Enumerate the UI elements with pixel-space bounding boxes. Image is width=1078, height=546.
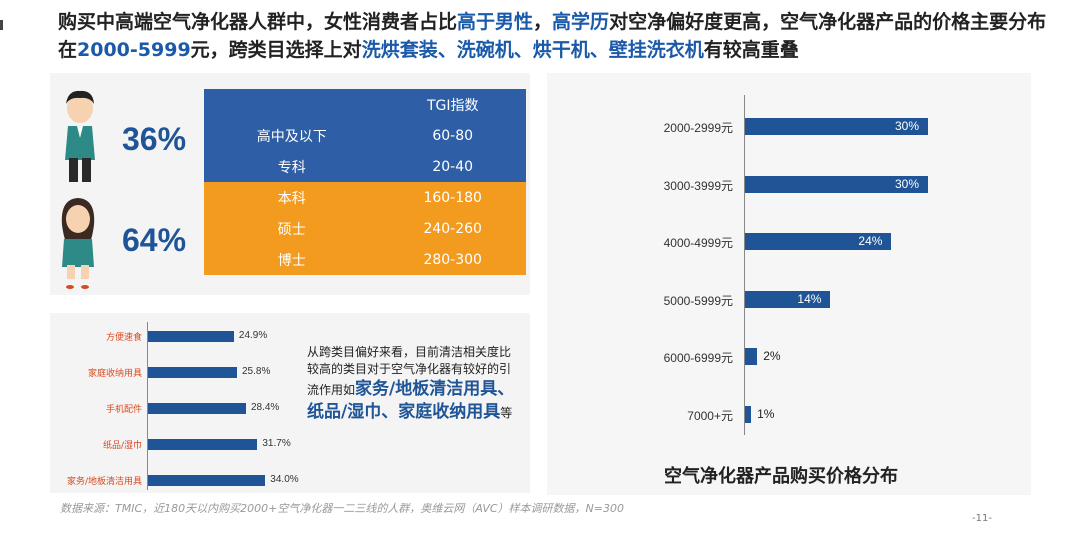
page-title: 购买中高端空气净化器人群中，女性消费者占比高于男性，高学历对空净偏好度更高，空气… bbox=[58, 8, 1058, 64]
price-category-label: 3000-3999元 bbox=[663, 178, 733, 193]
tgi-table: TGI指数 高中及以下 60-80 专科 20-40 本科 160-180 硕士… bbox=[204, 89, 526, 275]
price-bar bbox=[745, 233, 892, 250]
price-bar bbox=[745, 348, 758, 365]
cross-category-note: 从跨类目偏好来看，目前清洁相关度比较高的类目对于空气净化器有较好的引流作用如家务… bbox=[307, 344, 522, 424]
title-part: 有较高重叠 bbox=[703, 39, 799, 61]
cross-category-label: 方便速食 bbox=[105, 333, 142, 343]
title-highlight: 高于男性 bbox=[457, 11, 534, 33]
price-axis bbox=[744, 95, 745, 435]
price-category-label: 5000-5999元 bbox=[663, 293, 733, 308]
title-part: ， bbox=[533, 11, 553, 33]
tgi-row: 本科 160-180 bbox=[204, 182, 526, 213]
price-bar bbox=[745, 405, 752, 423]
cross-category-label: 家务/地板清洁用具 bbox=[66, 477, 142, 487]
price-bar bbox=[745, 118, 928, 135]
tgi-header-row: TGI指数 bbox=[204, 89, 526, 120]
cross-category-value: 34.0% bbox=[270, 474, 299, 485]
title-part: 购买中高端空气净化器人群中，女性消费者占比 bbox=[58, 11, 458, 33]
cross-category-label: 家庭收纳用具 bbox=[87, 369, 142, 379]
price-bar-value: 1% bbox=[757, 406, 775, 421]
cross-category-axis bbox=[147, 322, 148, 490]
tgi-row-value: 160-180 bbox=[379, 182, 526, 213]
price-chart-title: 空气净化器产品购买价格分布 bbox=[664, 466, 898, 487]
cross-category-bar bbox=[148, 475, 266, 486]
cross-category-value: 28.4% bbox=[250, 402, 280, 413]
tgi-row: 专科 20-40 bbox=[204, 151, 526, 182]
tgi-row-value: 240-260 bbox=[379, 213, 526, 244]
cross-category-bar bbox=[148, 403, 246, 414]
cross-category-value: 24.9% bbox=[238, 330, 268, 341]
title-part: 元，跨类目选择上对 bbox=[190, 39, 362, 61]
price-category-label: 7000+元 bbox=[687, 408, 733, 423]
title-highlight: 洗烘套装、洗碗机、烘干机、壁挂洗衣机 bbox=[361, 39, 704, 61]
cross-category-bar bbox=[148, 331, 234, 342]
price-distribution-panel bbox=[547, 73, 1031, 495]
tgi-row-value: 280-300 bbox=[379, 244, 526, 275]
price-bar-value: 14% bbox=[797, 291, 822, 306]
tgi-row-label: 高中及以下 bbox=[204, 120, 380, 151]
tgi-row: 硕士 240-260 bbox=[204, 213, 526, 244]
tgi-row-label: 博士 bbox=[204, 244, 380, 275]
title-highlight: 2000-5999 bbox=[77, 39, 191, 61]
data-source: 数据来源：TMIC，近180天以内购买2000+空气净化器一二三线的人群，奥维云… bbox=[60, 502, 624, 515]
title-highlight: 高学历 bbox=[552, 11, 610, 33]
page-edge-mark bbox=[0, 20, 3, 30]
price-category-label: 4000-4999元 bbox=[663, 236, 733, 250]
tgi-row: 高中及以下 60-80 bbox=[204, 120, 526, 151]
tgi-row: 博士 280-300 bbox=[204, 244, 526, 275]
price-bar-value: 30% bbox=[895, 119, 920, 133]
tgi-row-value: 60-80 bbox=[379, 120, 526, 151]
cross-category-label: 纸品/湿巾 bbox=[102, 441, 142, 451]
cross-category-value: 31.7% bbox=[262, 438, 291, 449]
note-highlight: 家务/地板清洁用具、纸品/湿巾、家庭收纳用具 bbox=[307, 379, 515, 422]
price-bar bbox=[745, 175, 928, 193]
cross-category-bar bbox=[148, 439, 258, 450]
price-bar-value: 2% bbox=[763, 349, 781, 363]
price-category-label: 6000-6999元 bbox=[663, 351, 733, 365]
price-bar-value: 24% bbox=[858, 234, 883, 248]
tgi-row-label: 硕士 bbox=[204, 213, 380, 244]
cross-category-bar bbox=[148, 367, 237, 378]
cross-category-label: 手机配件 bbox=[105, 405, 142, 415]
tgi-header-label: TGI指数 bbox=[379, 89, 526, 120]
cross-category-panel bbox=[50, 313, 530, 493]
page-number: -11- bbox=[972, 513, 992, 524]
title-part: 对空净偏好度更高，空气净化器产品的价格主要分布在 bbox=[58, 11, 1047, 61]
female-person-icon bbox=[61, 198, 95, 289]
note-suffix: 等 bbox=[500, 406, 513, 420]
tgi-header-blank bbox=[204, 89, 380, 120]
cross-category-value: 25.8% bbox=[242, 366, 271, 377]
note-text: 从跨类目偏好来看，目前清洁相关度比较高的类目对于空气净化器有较好的引流作用如 bbox=[307, 345, 512, 397]
price-bar-value: 30% bbox=[895, 176, 920, 191]
male-percentage: 36% bbox=[122, 121, 187, 157]
price-bar bbox=[745, 290, 831, 308]
female-percentage: 64% bbox=[122, 222, 187, 258]
tgi-row-label: 本科 bbox=[204, 182, 380, 213]
male-person-icon bbox=[65, 90, 95, 182]
tgi-row-value: 20-40 bbox=[379, 151, 526, 182]
price-category-label: 2000-2999元 bbox=[663, 121, 733, 135]
tgi-row-label: 专科 bbox=[204, 151, 380, 182]
